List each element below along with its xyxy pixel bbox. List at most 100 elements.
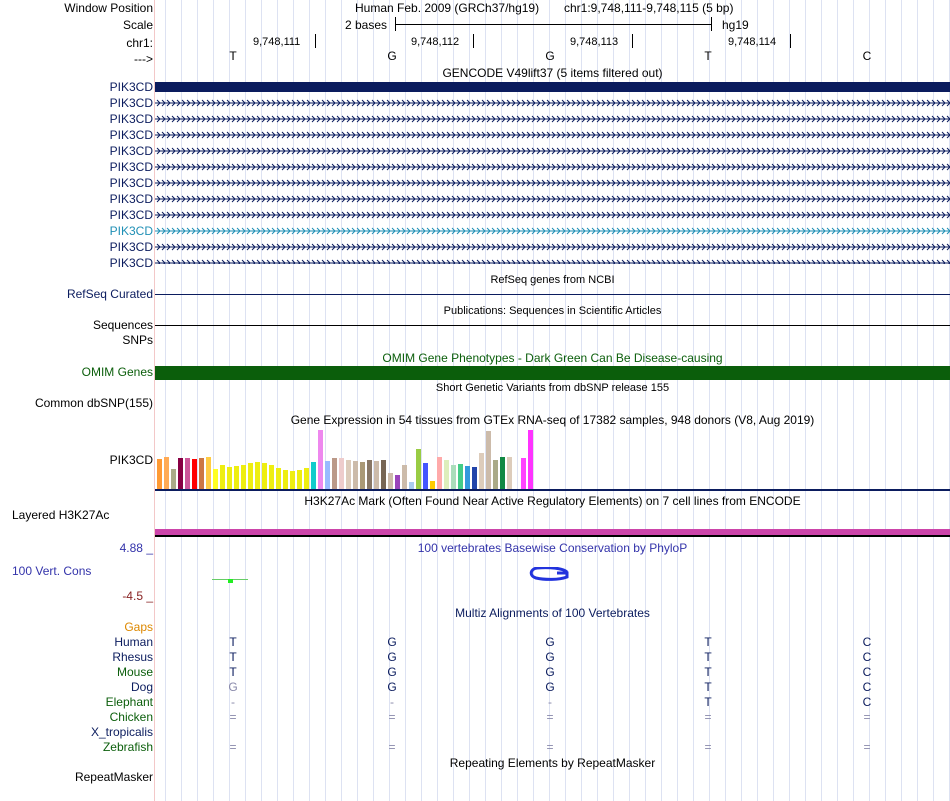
gtex-tissue-bar[interactable] (248, 463, 253, 489)
gencode-transcript-label[interactable]: PIK3CD (109, 176, 153, 190)
gtex-tissue-bar[interactable] (241, 465, 246, 489)
gtex-tissue-bar[interactable] (521, 458, 526, 489)
h3k27ac-signal-bar[interactable] (155, 529, 950, 535)
gencode-transcript-label[interactable]: PIK3CD (109, 96, 153, 110)
gtex-tissue-bar[interactable] (472, 467, 477, 489)
gtex-tissue-bar[interactable] (416, 449, 421, 489)
h3k27ac-track-label[interactable]: Layered H3K27Ac (12, 508, 110, 522)
publications-sequence-line[interactable] (155, 325, 950, 326)
gtex-tissue-bar[interactable] (374, 461, 379, 489)
gtex-tissue-bar[interactable] (360, 462, 365, 489)
gtex-tissue-bar[interactable] (255, 462, 260, 489)
gtex-tissue-bar[interactable] (437, 457, 442, 489)
track-image-area[interactable]: Human Feb. 2009 (GRCh37/hg19) chr1:9,748… (155, 0, 950, 801)
gtex-tissue-bar[interactable] (444, 460, 449, 489)
gtex-tissue-bar[interactable] (332, 458, 337, 489)
reference-base: G (545, 49, 555, 63)
gtex-tissue-bar[interactable] (199, 458, 204, 489)
refseq-gene-line[interactable] (155, 294, 950, 295)
scale-bar-right-tick (711, 17, 712, 31)
alignment-base: T (704, 650, 712, 664)
gtex-tissue-bar[interactable] (276, 468, 281, 489)
gtex-tissue-bar[interactable] (283, 470, 288, 489)
reference-base: T (229, 49, 237, 63)
gtex-tissue-bar[interactable] (311, 462, 316, 489)
gencode-transcript-bar[interactable] (155, 82, 950, 92)
gencode-transcript-label[interactable]: PIK3CD (109, 224, 153, 238)
gtex-tissue-bar[interactable] (164, 457, 169, 489)
gtex-tissue-bar[interactable] (220, 465, 225, 489)
gtex-tissue-bar[interactable] (346, 460, 351, 489)
gtex-tissue-bar[interactable] (290, 471, 295, 489)
gtex-tissue-bar[interactable] (269, 465, 274, 489)
gencode-transcript-lines[interactable] (155, 94, 950, 264)
gtex-tissue-bar[interactable] (486, 431, 491, 489)
gtex-tissue-bar[interactable] (458, 464, 463, 489)
gtex-tissue-bar[interactable] (465, 466, 470, 489)
publications-track-label[interactable]: Sequences (92, 318, 153, 332)
alignment-base: T (704, 665, 712, 679)
conservation-logo-icon (529, 567, 569, 581)
gtex-tissue-bar[interactable] (206, 457, 211, 489)
gtex-bar-chart[interactable] (157, 429, 557, 489)
gencode-transcript-label[interactable]: PIK3CD (109, 144, 153, 158)
strand-arrow-icon (156, 99, 950, 107)
phylop-score-mark[interactable] (228, 579, 233, 583)
gtex-tissue-bar[interactable] (367, 460, 372, 489)
omim-phenotype-bar[interactable] (155, 366, 950, 380)
gtex-tissue-bar[interactable] (423, 463, 428, 489)
gencode-transcript-label[interactable]: PIK3CD (109, 192, 153, 206)
gtex-tissue-bar[interactable] (409, 482, 414, 489)
gtex-tissue-bar[interactable] (192, 459, 197, 489)
refseq-track-label[interactable]: RefSeq Curated (66, 287, 153, 301)
gtex-tissue-bar[interactable] (178, 458, 183, 489)
gencode-transcript-label[interactable]: PIK3CD (109, 128, 153, 142)
gtex-tissue-bar[interactable] (325, 461, 330, 489)
gtex-tissue-bar[interactable] (262, 463, 267, 489)
omim-track-label[interactable]: OMIM Genes (81, 365, 153, 379)
alignment-base: G (387, 650, 397, 664)
gtex-tissue-bar[interactable] (381, 460, 386, 489)
gtex-tissue-bar[interactable] (451, 465, 456, 489)
gtex-tissue-bar[interactable] (297, 470, 302, 489)
gtex-tissue-bar[interactable] (528, 430, 533, 489)
gtex-tissue-bar[interactable] (213, 469, 218, 489)
gencode-transcript-label[interactable]: PIK3CD (109, 240, 153, 254)
gtex-tissue-bar[interactable] (185, 458, 190, 489)
gtex-tissue-bar[interactable] (318, 430, 323, 489)
gencode-transcript-label[interactable]: PIK3CD (109, 112, 153, 126)
gtex-tissue-bar[interactable] (500, 457, 505, 489)
gtex-tissue-bar[interactable] (388, 473, 393, 489)
gtex-tissue-bar[interactable] (402, 465, 407, 489)
gridline (869, 0, 870, 801)
gridline (245, 0, 246, 801)
strand-arrow-icon (156, 147, 950, 155)
gencode-transcript-label[interactable]: PIK3CD (109, 256, 153, 270)
gtex-tissue-bar[interactable] (339, 458, 344, 489)
gridline (901, 0, 902, 801)
dbsnp-track-label[interactable]: Common dbSNP(155) (34, 396, 153, 410)
gencode-transcript-label[interactable]: PIK3CD (109, 80, 153, 94)
gtex-tissue-bar[interactable] (157, 459, 162, 489)
gtex-tissue-bar[interactable] (479, 453, 484, 489)
gencode-transcript-label[interactable]: PIK3CD (109, 160, 153, 174)
gtex-tissue-bar[interactable] (430, 481, 435, 489)
gtex-tissue-bar[interactable] (353, 461, 358, 489)
gtex-tissue-bar[interactable] (171, 469, 176, 489)
phylop-track-label[interactable]: 100 Vert. Cons (12, 564, 92, 578)
gtex-tissue-bar[interactable] (493, 460, 498, 489)
gridline (933, 0, 934, 801)
strand-arrow-icon (156, 243, 950, 251)
gridline (773, 0, 774, 801)
gridline (677, 0, 678, 801)
gtex-tissue-bar[interactable] (507, 457, 512, 489)
gtex-tissue-bar[interactable] (227, 467, 232, 489)
gtex-tissue-bar[interactable] (304, 468, 309, 489)
gencode-transcript-label[interactable]: PIK3CD (109, 208, 153, 222)
gridline (565, 0, 566, 801)
coordinate-tick (473, 34, 474, 48)
repeatmasker-track-label[interactable]: RepeatMasker (74, 770, 153, 784)
gtex-tissue-bar[interactable] (234, 466, 239, 489)
gtex-tissue-bar[interactable] (395, 475, 400, 489)
gtex-track-label[interactable]: PIK3CD (109, 453, 153, 467)
